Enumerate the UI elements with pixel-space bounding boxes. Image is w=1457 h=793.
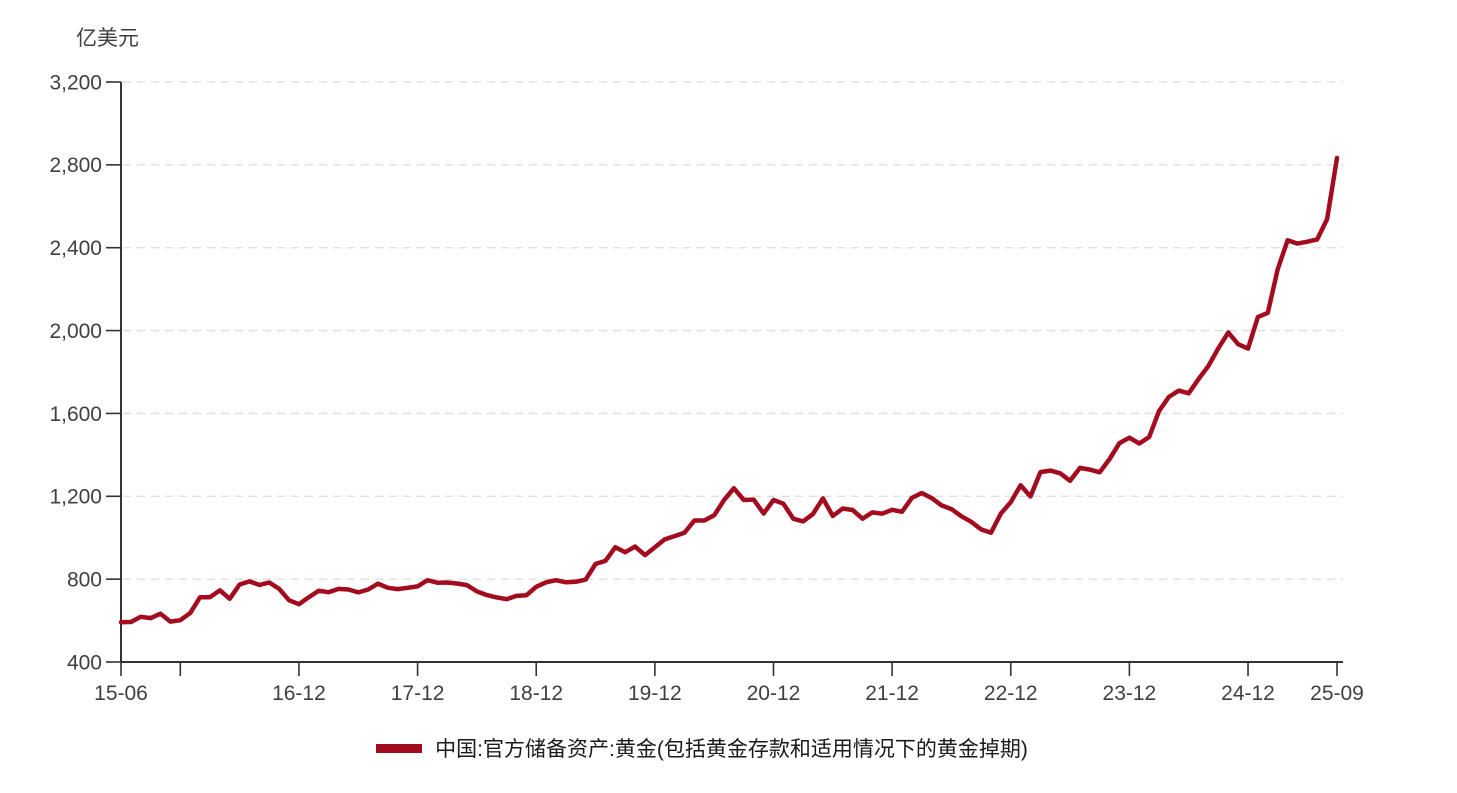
legend: 中国:官方储备资产:黄金(包括黄金存款和适用情况下的黄金掉期) (0, 733, 1404, 763)
x-tick-label-15-06: 15-06 (94, 682, 148, 705)
y-tick-label-2000: 2,000 (49, 320, 102, 343)
x-tick-label-22-12: 22-12 (984, 682, 1038, 705)
x-tick-label-16-12: 16-12 (272, 682, 326, 705)
x-tick-label-24-12: 24-12 (1221, 682, 1275, 705)
x-tick-label-21-12: 21-12 (865, 682, 919, 705)
x-tick-label-23-12: 23-12 (1103, 682, 1157, 705)
y-tick-label-1200: 1,200 (49, 486, 102, 509)
x-tick-label-19-12: 19-12 (628, 682, 682, 705)
x-tick-label-18-12: 18-12 (509, 682, 563, 705)
y-tick-label-2400: 2,400 (49, 237, 102, 260)
x-tick-label-20-12: 20-12 (747, 682, 801, 705)
legend-line-swatch (376, 743, 423, 753)
legend-series-label: 中国:官方储备资产:黄金(包括黄金存款和适用情况下的黄金掉期) (435, 738, 1028, 761)
x-tick-label-17-12: 17-12 (391, 682, 445, 705)
y-tick-label-800: 800 (67, 568, 102, 591)
y-tick-label-3200: 3,200 (49, 71, 102, 94)
x-tick-label-25-09: 25-09 (1310, 682, 1364, 705)
y-tick-label-1600: 1,600 (49, 403, 102, 426)
series-line-gold-reserves (118, 155, 1340, 625)
plot-area: 3,200 2,800 2,400 2,000 1,600 1,200 800 400 15-0… (49, 71, 1364, 705)
y-tick-label-400: 400 (67, 651, 102, 674)
y-tick-label-2800: 2,800 (49, 154, 102, 177)
y-axis-unit-label: 亿美元 (76, 27, 139, 50)
